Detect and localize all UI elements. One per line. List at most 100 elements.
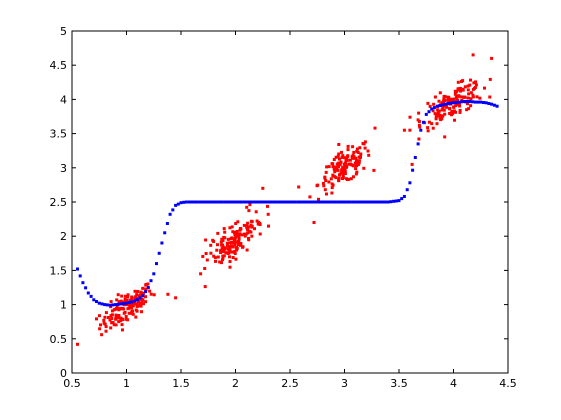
noisy-data-point — [453, 118, 456, 122]
noisy-data-point — [149, 292, 153, 296]
noisy-data-point — [354, 161, 358, 165]
noisy-data-point — [233, 252, 237, 255]
fitted-curve-point — [127, 301, 131, 304]
noisy-data-point — [330, 186, 334, 190]
y-tick-label: 3.5 — [50, 128, 68, 141]
noisy-data-point — [148, 289, 152, 293]
noisy-data-point — [228, 226, 232, 230]
fitted-curve-point — [160, 241, 164, 245]
noisy-data-point — [433, 112, 437, 116]
noisy-data-point — [354, 158, 358, 162]
noisy-data-point — [245, 205, 249, 209]
series-fitted-curve — [76, 100, 499, 307]
fitted-curve-point — [81, 281, 85, 285]
fitted-curve-point — [394, 199, 398, 203]
noisy-data-point — [236, 243, 240, 247]
noisy-data-point — [488, 95, 492, 99]
noisy-data-point — [267, 224, 270, 228]
noisy-data-point — [323, 188, 327, 192]
noisy-data-point — [349, 177, 353, 181]
noisy-data-point — [218, 260, 222, 264]
noisy-data-point — [135, 296, 138, 300]
noisy-data-point — [450, 113, 453, 117]
noisy-data-point — [235, 248, 239, 252]
noisy-data-point — [234, 222, 238, 225]
noisy-data-point — [356, 151, 360, 154]
x-tick-label: 2 — [232, 377, 239, 390]
noisy-data-point — [219, 240, 223, 244]
noisy-data-point — [337, 163, 341, 167]
noisy-data-point — [110, 317, 114, 320]
fitted-curve-point — [280, 200, 284, 204]
fitted-curve-point — [119, 302, 123, 306]
noisy-data-point — [478, 96, 482, 100]
fitted-curve-point — [122, 302, 126, 306]
noisy-data-point — [448, 107, 452, 110]
noisy-data-point — [220, 247, 224, 251]
noisy-data-point — [475, 95, 479, 99]
noisy-data-point — [337, 157, 341, 161]
noisy-data-point — [220, 237, 224, 241]
noisy-data-point — [325, 165, 329, 169]
noisy-data-point — [209, 251, 213, 255]
fitted-curve-point — [419, 128, 423, 132]
fitted-curve-point — [471, 100, 475, 104]
fitted-curve-point — [135, 298, 139, 302]
noisy-data-point — [352, 150, 356, 154]
fitted-curve-point — [228, 200, 232, 204]
fitted-curve-point — [299, 200, 303, 204]
noisy-data-point — [220, 243, 224, 247]
fitted-curve-point — [116, 302, 120, 306]
noisy-data-point — [102, 318, 106, 322]
noisy-data-point — [244, 232, 248, 236]
noisy-data-point — [417, 120, 421, 123]
fitted-curve-point — [114, 303, 118, 307]
noisy-data-point — [130, 295, 134, 299]
noisy-data-point — [142, 302, 145, 306]
fitted-curve-point — [432, 106, 436, 110]
noisy-data-point — [239, 243, 243, 247]
noisy-data-point — [115, 298, 119, 302]
noisy-data-point — [135, 304, 139, 308]
noisy-data-point — [141, 298, 145, 302]
fitted-curve-point — [198, 200, 202, 204]
noisy-data-point — [223, 247, 227, 251]
noisy-data-point — [469, 78, 472, 82]
noisy-data-point — [453, 92, 457, 96]
noisy-data-point — [432, 102, 436, 106]
fitted-curve-point — [155, 262, 158, 266]
fitted-curve-point — [351, 200, 355, 204]
fitted-curve-point — [343, 200, 346, 204]
fitted-curve-point — [359, 200, 363, 204]
noisy-data-point — [228, 260, 232, 263]
noisy-data-point — [308, 195, 312, 199]
noisy-data-point — [321, 181, 325, 185]
noisy-data-point — [315, 184, 319, 188]
noisy-data-point — [334, 165, 338, 169]
noisy-data-point — [109, 300, 113, 304]
fitted-curve-point — [234, 200, 237, 204]
noisy-data-point — [431, 109, 435, 113]
fitted-curve-point — [452, 101, 455, 105]
noisy-data-point — [357, 159, 361, 163]
fitted-curve-point — [76, 267, 79, 271]
fitted-curve-point — [383, 200, 387, 204]
fitted-curve-point — [389, 200, 393, 204]
fitted-curve-point — [225, 200, 229, 204]
noisy-data-point — [228, 248, 232, 252]
fitted-curve-point — [163, 231, 167, 235]
noisy-data-point — [112, 323, 116, 327]
noisy-data-point — [135, 302, 138, 306]
noisy-data-point — [228, 241, 232, 245]
fitted-curve-point — [482, 101, 485, 104]
noisy-data-point — [106, 316, 110, 319]
fitted-curve-point — [468, 100, 472, 103]
noisy-data-point — [231, 230, 235, 234]
fitted-curve-point — [171, 208, 175, 212]
fitted-curve-point — [443, 102, 447, 106]
noisy-data-point — [241, 245, 245, 249]
noisy-data-point — [126, 295, 130, 299]
noisy-data-point — [449, 111, 453, 115]
fitted-curve-point — [313, 200, 316, 204]
noisy-data-point — [466, 102, 469, 106]
